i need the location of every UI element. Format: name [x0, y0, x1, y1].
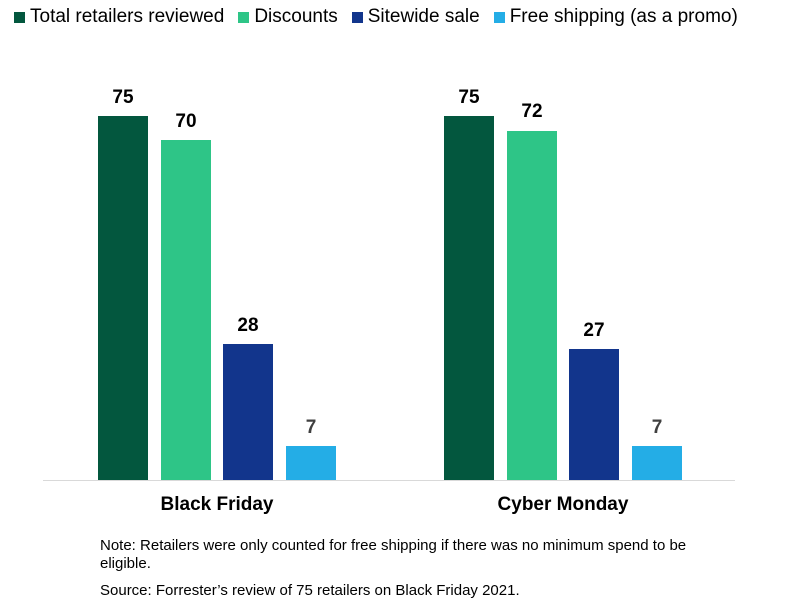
chart-note: Note: Retailers were only counted for fr… [100, 537, 687, 572]
bar-bf-sitewide-sale [223, 344, 273, 480]
legend-swatch-icon [14, 11, 25, 23]
legend-swatch-icon [493, 11, 505, 23]
bar-value-label: 27 [583, 320, 605, 341]
legend-swatch-icon [351, 11, 363, 23]
legend-label: Free shipping (as a promo) [509, 6, 738, 27]
category-label-cyber-monday: Cyber Monday [497, 494, 629, 515]
bar-value-label: 70 [175, 111, 197, 132]
legend-label: Total retailers reviewed [30, 6, 225, 27]
bar-cm-total-retailers [444, 116, 494, 480]
bar-value-label: 75 [112, 87, 134, 108]
x-axis-line [43, 480, 735, 481]
legend-label: Sitewide sale [367, 6, 480, 27]
legend-item-free-shipping: Free shipping (as a promo) [493, 6, 738, 28]
legend-item-discounts: Discounts [238, 6, 338, 28]
legend-label: Discounts [254, 6, 338, 27]
bar-bf-total-retailers [98, 116, 148, 480]
legend-swatch-icon [238, 11, 250, 23]
bar-bf-discounts [161, 140, 211, 480]
chart-legend: Total retailers reviewed Discounts Sitew… [14, 6, 738, 28]
bar-value-label: 7 [305, 417, 317, 438]
bar-value-label: 75 [458, 87, 480, 108]
category-label-black-friday: Black Friday [160, 494, 274, 515]
legend-item-sitewide-sale: Sitewide sale [351, 6, 480, 28]
bar-cm-free-shipping [632, 446, 682, 480]
bar-cm-sitewide-sale [569, 349, 619, 480]
bar-value-label: 7 [651, 417, 663, 438]
bar-bf-free-shipping [286, 446, 336, 480]
bar-value-label: 72 [521, 101, 543, 122]
bar-cm-discounts [507, 131, 557, 480]
chart-source: Source: Forrester’s review of 75 retaile… [100, 582, 520, 599]
legend-item-total-retailers: Total retailers reviewed [14, 6, 224, 28]
bar-value-label: 28 [237, 315, 259, 336]
